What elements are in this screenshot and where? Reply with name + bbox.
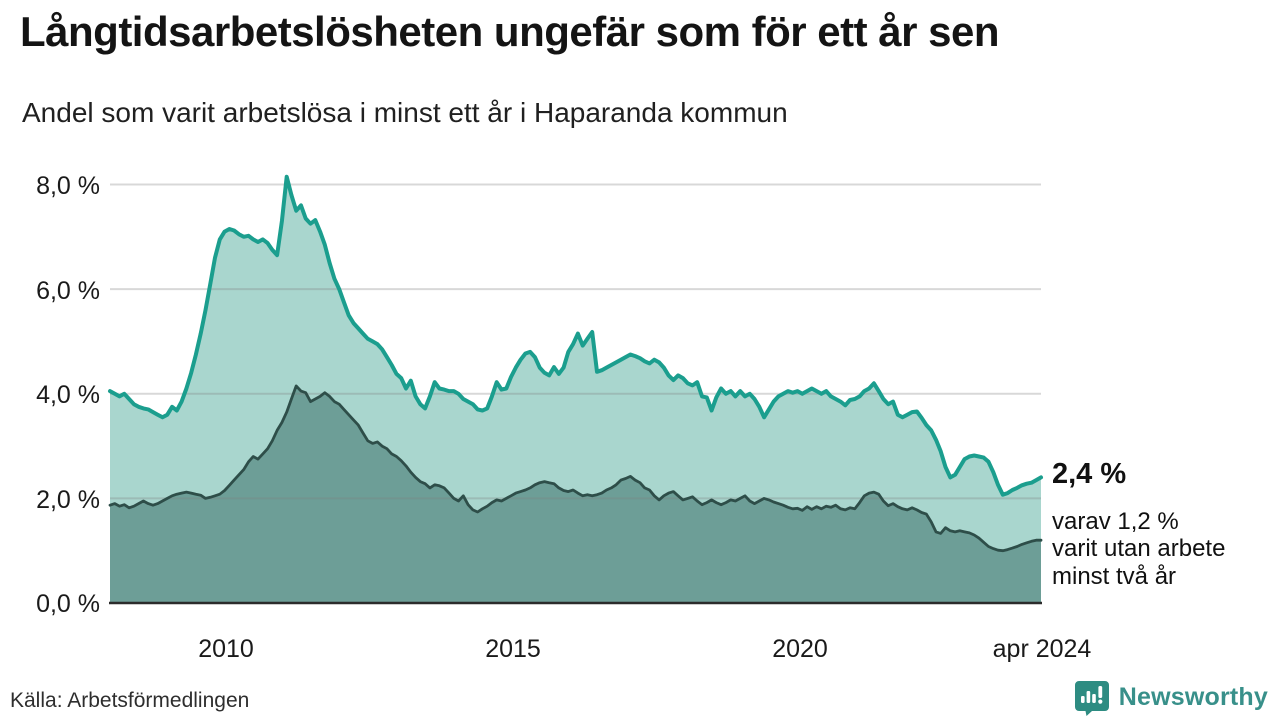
source-attribution: Källa: Arbetsförmedlingen [10,689,250,712]
y-tick-0: 0,0 % [36,590,100,618]
y-tick-4: 4,0 % [36,381,100,409]
y-axis-labels: 8,0 % 6,0 % 4,0 % 2,0 % 0,0 % [36,172,100,618]
x-axis-labels: 2010 2015 2020 apr 2024 [198,635,1091,663]
series-area-minst-tva-ar [110,385,1041,603]
series-line-minst-tva-ar [108,384,1043,553]
y-tick-2: 2,0 % [36,486,100,514]
secondary-line-3: minst två år [1052,562,1177,590]
secondary-line-2: varit utan arbete [1052,535,1226,563]
secondary-line-1: varav 1,2 % [1052,507,1179,535]
chart-plot-area [108,174,1043,605]
x-tick-2020: 2020 [772,635,828,663]
series-line-minst-ett-ar [108,174,1043,497]
newsworthy-brand-text: Newsworthy [1118,682,1268,711]
latest-value-label: 2,4 % [1052,458,1127,490]
chart-subtitle: Andel som varit arbetslösa i minst ett å… [22,97,788,128]
chart-title: Långtidsarbetslösheten ungefär som för e… [20,8,1000,55]
latest-value-annotation: 2,4 % varav 1,2 % varit utan arbete mins… [1052,458,1267,591]
newsworthy-logo-icon [1074,681,1109,716]
newsworthy-brand: Newsworthy [1073,678,1268,716]
latest-secondary-label: varav 1,2 % varit utan arbete minst två … [1052,508,1267,591]
y-tick-6: 6,0 % [36,277,100,305]
y-tick-8: 8,0 % [36,172,100,200]
x-tick-apr-2024: apr 2024 [993,635,1092,663]
x-tick-2010: 2010 [198,635,254,663]
x-tick-2015: 2015 [485,635,541,663]
